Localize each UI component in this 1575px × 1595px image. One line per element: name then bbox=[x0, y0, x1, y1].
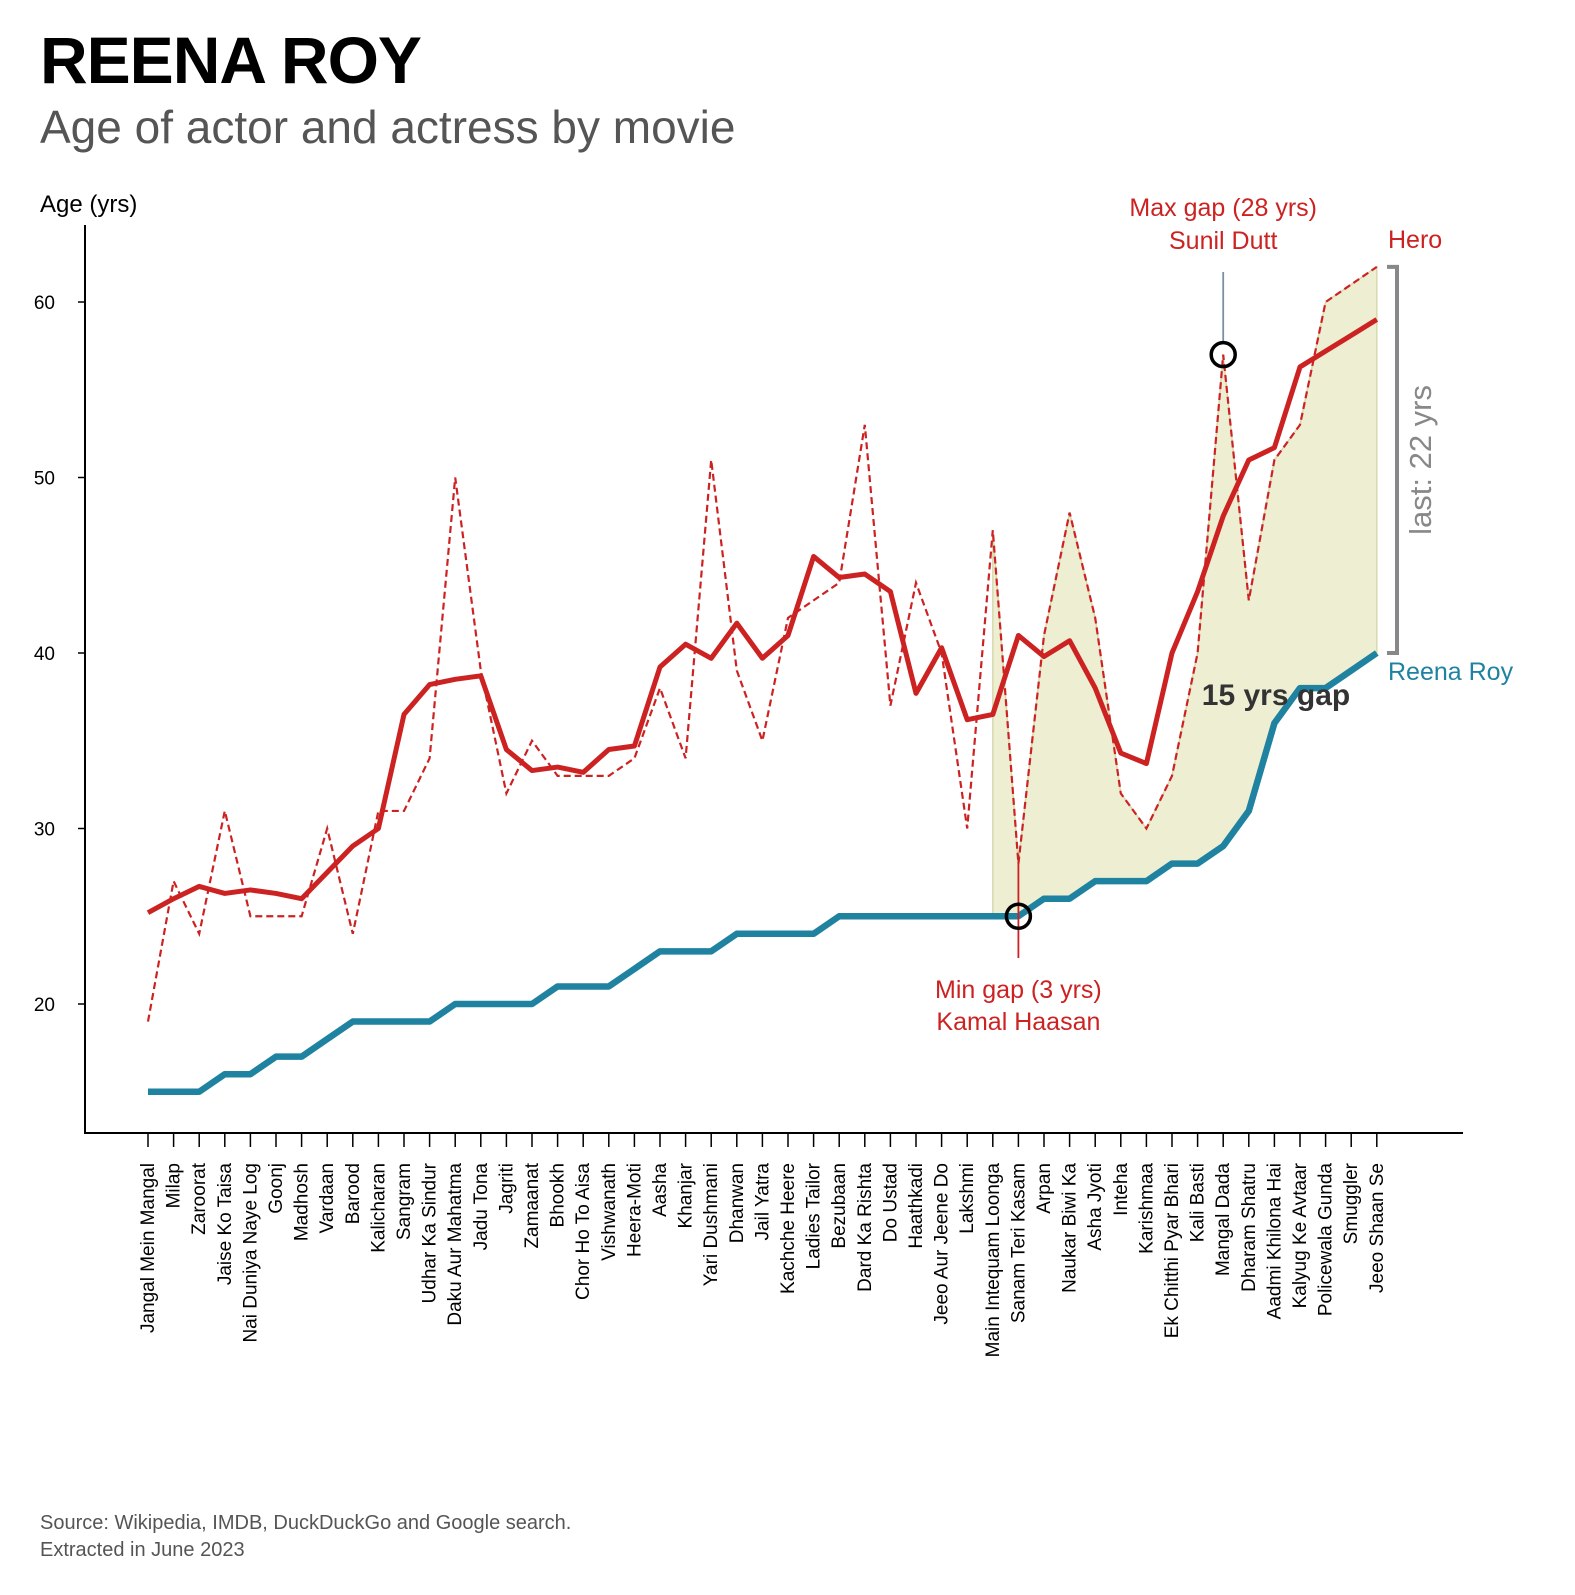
x-tick-label: Inteha bbox=[1111, 1163, 1132, 1216]
hero-age-line-dashed bbox=[146, 265, 1378, 1022]
x-tick-label: Sanam Teri Kasam bbox=[1008, 1163, 1029, 1323]
x-tick-label: Nai Duniya Naye Log bbox=[240, 1163, 261, 1343]
x-tick-label: Ladies Tailor bbox=[804, 1162, 825, 1269]
last-gap-bracket bbox=[1387, 264, 1399, 655]
min-gap-actor-label: Kamal Haasan bbox=[936, 1008, 1100, 1036]
x-tick-label: Vardaan bbox=[317, 1163, 338, 1233]
x-tick-label: Aasha bbox=[650, 1163, 671, 1217]
x-tick-label: Mangal Dada bbox=[1213, 1163, 1234, 1276]
x-tick-label: Jangal Mein Mangal bbox=[138, 1163, 159, 1333]
y-axis-title: Age (yrs) bbox=[40, 191, 137, 218]
x-tick-label: Naukar Biwi Ka bbox=[1060, 1163, 1081, 1293]
actress-series-label: Reena Roy bbox=[1388, 658, 1514, 686]
x-tick-label: Dhanwan bbox=[727, 1163, 748, 1243]
x-tick-label: Haathkadi bbox=[906, 1163, 927, 1249]
axis-labels: 20 30 40 50 60 Age (yrs) Jangal Mein Mangal Mil… bbox=[34, 191, 1388, 1357]
max-gap-label: Max gap (28 yrs) bbox=[1129, 194, 1317, 222]
x-tick-label: Jadu Tona bbox=[471, 1163, 492, 1251]
x-tick-label: Heera-Moti bbox=[624, 1163, 645, 1257]
max-gap-actor-label: Sunil Dutt bbox=[1169, 227, 1277, 255]
x-tick-label: Kalicharan bbox=[368, 1163, 389, 1253]
x-tick-label: Ek Chitthi Pyar Bhari bbox=[1162, 1163, 1183, 1338]
gap-shading-layer bbox=[992, 265, 1378, 917]
x-tick-label: Jeeo Shaan Se bbox=[1367, 1163, 1388, 1293]
gap-area bbox=[992, 265, 1378, 917]
x-tick-label: Bhookh bbox=[548, 1163, 569, 1227]
x-tick-label: Sangram bbox=[394, 1163, 415, 1240]
x-tick-label: Jagriti bbox=[496, 1163, 517, 1214]
min-gap-marker bbox=[1004, 902, 1033, 930]
x-tick-label: Madhosh bbox=[292, 1163, 313, 1241]
y-tick-label: 30 bbox=[34, 820, 55, 841]
page-title: REENA ROY bbox=[40, 23, 422, 97]
y-tick-label: 40 bbox=[34, 644, 55, 665]
annotations: Max gap (28 yrs) Sunil Dutt Min gap (3 yrs… bbox=[935, 194, 1514, 1036]
x-tick-label: Daku Aur Mahatma bbox=[445, 1163, 466, 1326]
hero-age-line-smoothed bbox=[146, 317, 1379, 915]
page-subtitle: Age of actor and actress by movie bbox=[40, 101, 736, 153]
axes bbox=[78, 225, 1463, 1147]
x-tick-label: Goonj bbox=[266, 1163, 287, 1214]
x-tick-label: Lakshmi bbox=[957, 1163, 978, 1234]
x-tick-label: Khanjar bbox=[676, 1162, 697, 1228]
y-tick-label: 50 bbox=[34, 469, 55, 490]
average-gap-label: 15 yrs gap bbox=[1202, 679, 1350, 712]
x-tick-label: Aadmi Khilona Hai bbox=[1264, 1163, 1285, 1319]
x-tick-label: Bezubaan bbox=[829, 1163, 850, 1249]
x-tick-label: Milap bbox=[164, 1163, 185, 1208]
x-tick-label: Kali Basti bbox=[1188, 1163, 1209, 1242]
x-tick-label: Kalyug Ke Avtaar bbox=[1290, 1162, 1311, 1308]
source-note: Source: Wikipedia, IMDB, DuckDuckGo and … bbox=[40, 1510, 571, 1564]
hero-series-label: Hero bbox=[1388, 226, 1442, 254]
x-tick-label: Karishmaa bbox=[1136, 1163, 1157, 1254]
min-gap-label: Min gap (3 yrs) bbox=[935, 976, 1102, 1004]
y-tick-label: 60 bbox=[34, 293, 55, 314]
x-tick-label: Kachche Heere bbox=[778, 1163, 799, 1294]
last-gap-label: last: 22 yrs bbox=[1403, 385, 1438, 535]
y-tick-label: 20 bbox=[34, 995, 55, 1016]
x-tick-label: Yari Dushmani bbox=[701, 1163, 722, 1286]
x-tick-label: Zamaanat bbox=[522, 1162, 543, 1248]
x-tick-label: Do Ustad bbox=[880, 1163, 901, 1242]
x-tick-label: Zaroorat bbox=[189, 1162, 210, 1235]
x-tick-label: Smuggler bbox=[1341, 1162, 1362, 1244]
x-tick-label: Vishwanath bbox=[599, 1163, 620, 1261]
x-tick-label: Chor Ho To Aisa bbox=[573, 1163, 594, 1300]
x-tick-label: Jaise Ko Taisa bbox=[215, 1163, 236, 1286]
x-tick-label: Arpan bbox=[1034, 1163, 1055, 1214]
x-tick-label: Jail Yatra bbox=[752, 1163, 773, 1241]
extraction-date: Extracted in June 2023 bbox=[40, 1539, 245, 1561]
series-lines bbox=[146, 265, 1379, 1095]
x-tick-label: Udhar Ka Sindur bbox=[420, 1162, 441, 1303]
x-tick-label: Dharam Shatru bbox=[1239, 1163, 1260, 1292]
x-tick-label: Policewala Gunda bbox=[1316, 1163, 1337, 1317]
source-line: Source: Wikipedia, IMDB, DuckDuckGo and … bbox=[40, 1512, 572, 1534]
x-tick-label: Barood bbox=[343, 1163, 364, 1224]
x-tick-label: Main Intequam Loonga bbox=[983, 1163, 1004, 1358]
x-tick-label: Dard Ka Rishta bbox=[855, 1163, 876, 1292]
max-gap-marker bbox=[1209, 340, 1237, 369]
x-tick-label: Jeeo Aur Jeene Do bbox=[932, 1163, 953, 1325]
x-tick-label: Asha Jyoti bbox=[1085, 1163, 1106, 1251]
